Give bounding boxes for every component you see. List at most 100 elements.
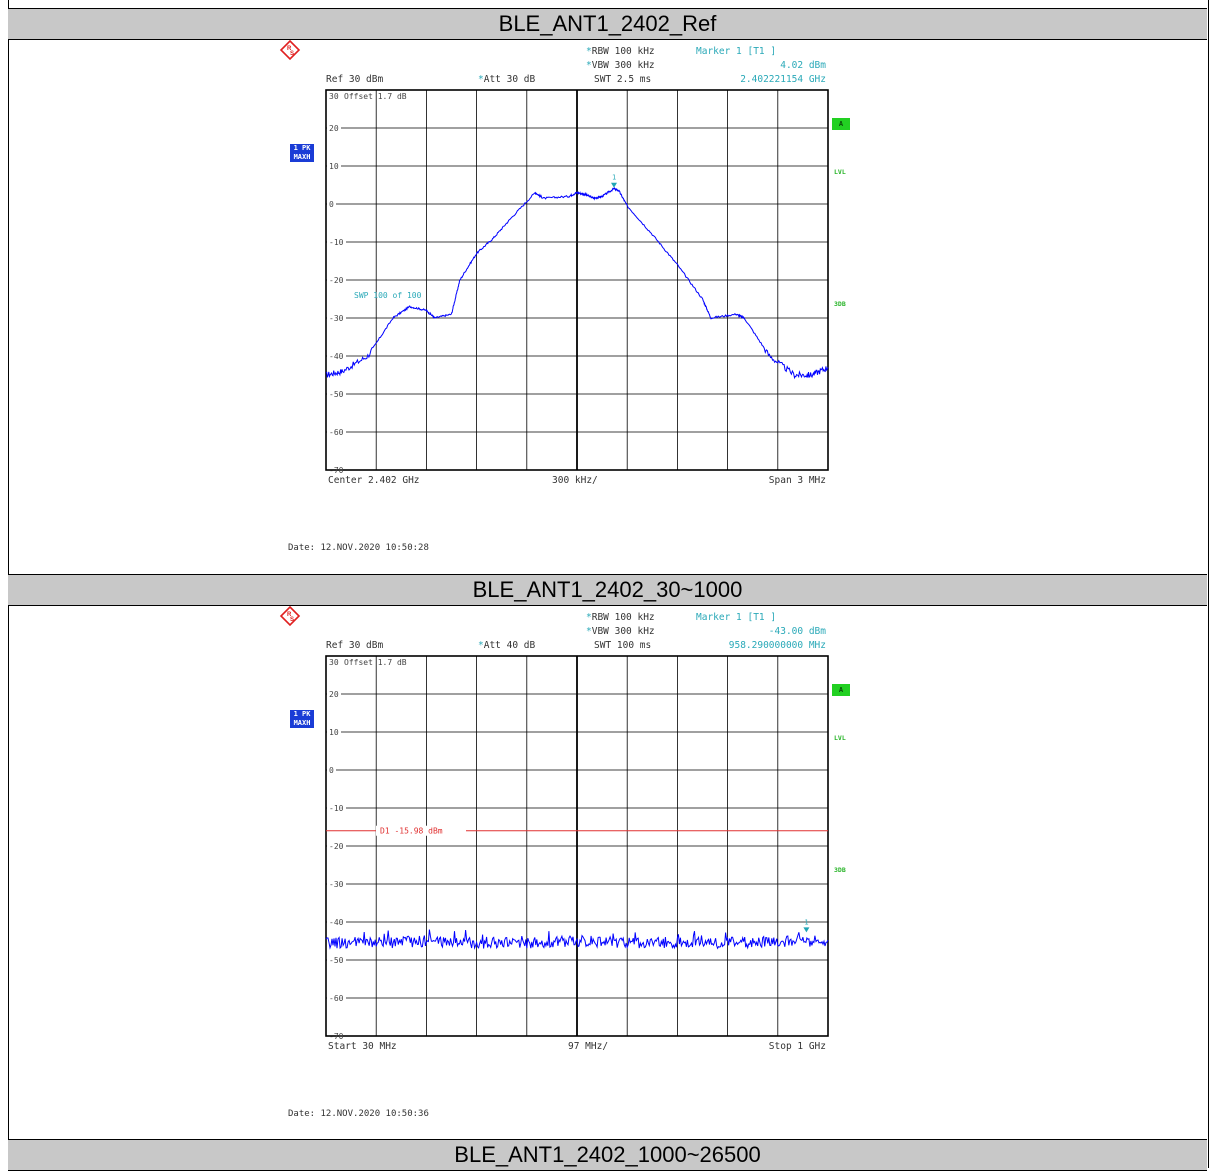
y-tick-label: -20 xyxy=(329,276,344,285)
vbw-text: VBW 300 kHz xyxy=(591,626,655,637)
trace-badge: 1 PK MAXH xyxy=(290,710,314,728)
rs-logo-icon: R S xyxy=(279,39,301,61)
y-tick-label: -10 xyxy=(329,804,344,813)
y-tick-label: -20 xyxy=(329,842,344,851)
attenuation: *Att 40 dB xyxy=(478,640,536,651)
rbw: *RBW 100 kHz xyxy=(586,46,655,57)
side-lvl-indicator: LVL xyxy=(834,734,846,742)
limit-label: D1 -15.98 dBm xyxy=(380,827,443,836)
rs-logo-icon: R S xyxy=(279,605,301,627)
marker-frequency: 2.402221154 GHz xyxy=(740,74,826,85)
y-tick-bg xyxy=(327,390,346,398)
side-a-indicator: A xyxy=(832,118,850,130)
rbw-text: RBW 100 kHz xyxy=(591,46,655,57)
trace-line xyxy=(325,186,829,380)
footer-left: Start 30 MHz xyxy=(328,1041,397,1052)
y-tick-label: -30 xyxy=(329,880,344,889)
y-tick-bg xyxy=(327,956,346,964)
spectrum-panel-1: R S Ref 30 dBm *Att 30 dB *RBW 100 kHz *… xyxy=(279,39,860,560)
y-tick-label: -10 xyxy=(329,238,344,247)
y-tick-bg xyxy=(327,162,341,170)
trace-badge: 1 PK MAXH xyxy=(290,144,314,162)
marker-triangle xyxy=(803,927,810,933)
footer-left: Center 2.402 GHz xyxy=(328,475,420,486)
svg-text:R: R xyxy=(287,612,292,618)
svg-text:S: S xyxy=(290,617,294,623)
marker-level: 4.02 dBm xyxy=(780,60,826,71)
y-tick-bg xyxy=(327,728,341,736)
svg-text:S: S xyxy=(290,51,294,57)
y-tick-bg xyxy=(327,124,341,132)
footer-mid: 97 MHz/ xyxy=(568,1041,609,1052)
y-tick-bg xyxy=(327,880,346,888)
y-tick-bg xyxy=(327,766,336,774)
svg-text:R: R xyxy=(287,46,292,52)
y-tick-label: -30 xyxy=(329,314,344,323)
y-tick-bg xyxy=(327,842,346,850)
y-tick-bg xyxy=(327,352,346,360)
vbw: *VBW 300 kHz xyxy=(586,60,655,71)
marker-level: -43.00 dBm xyxy=(768,626,826,637)
marker-label: Marker 1 [T1 ] xyxy=(696,46,777,57)
y-tick-label: -50 xyxy=(329,956,344,965)
y-tick-label: -70 xyxy=(329,1032,344,1041)
y-tick-label: 20 xyxy=(329,124,339,133)
marker-triangle xyxy=(611,182,618,188)
y-tick-label: 0 xyxy=(329,766,334,775)
section-title-1: BLE_ANT1_2402_Ref xyxy=(8,8,1207,40)
ref-level: Ref 30 dBm xyxy=(326,640,384,651)
marker-number: 1 xyxy=(612,174,616,182)
spectrum-plot-1: 30 20 10 0 -10 -20 -30 -40 -50 -60 -70 Offset 1.7 d… xyxy=(325,89,829,475)
ref-level: Ref 30 dBm xyxy=(326,74,384,85)
side-3db-indicator: 3DB xyxy=(834,866,846,874)
vbw: *VBW 300 kHz xyxy=(586,626,655,637)
y-tick-bg xyxy=(327,428,346,436)
y-tick-bg xyxy=(327,804,346,812)
footer-mid: 300 kHz/ xyxy=(552,475,598,486)
y-tick-label: 0 xyxy=(329,200,334,209)
y-tick-label: -60 xyxy=(329,994,344,1003)
footer-right: Span 3 MHz xyxy=(768,475,826,486)
y-tick-label: 30 xyxy=(329,658,339,667)
y-tick-bg xyxy=(327,200,336,208)
side-a-indicator: A xyxy=(832,684,850,696)
y-tick-bg xyxy=(327,314,346,322)
offset-label: Offset 1.7 dB xyxy=(344,92,407,101)
y-tick-label: 30 xyxy=(329,92,339,101)
attenuation: *Att 30 dB xyxy=(478,74,536,85)
capture-date: Date: 12.NOV.2020 10:50:36 xyxy=(288,1109,429,1119)
y-tick-bg xyxy=(327,690,341,698)
vbw-text: VBW 300 kHz xyxy=(591,60,655,71)
y-tick-label: -40 xyxy=(329,918,344,927)
y-tick-label: 10 xyxy=(329,162,339,171)
y-tick-bg xyxy=(327,994,346,1002)
marker-label: Marker 1 [T1 ] xyxy=(696,612,777,623)
spectrum-plot-2: 30 20 10 0 -10 -20 -30 -40 -50 -60 -70 Offset 1.7 d… xyxy=(325,655,829,1041)
attenuation-text: Att 40 dB xyxy=(483,640,536,651)
y-tick-label: -60 xyxy=(329,428,344,437)
section-title-2: BLE_ANT1_2402_30~1000 xyxy=(8,574,1207,606)
limit-label-bg xyxy=(376,825,466,836)
y-tick-bg xyxy=(327,276,346,284)
attenuation-text: Att 30 dB xyxy=(483,74,536,85)
spectrum-panel-2: R S Ref 30 dBm *Att 40 dB *RBW 100 kHz *… xyxy=(279,605,860,1126)
swp-label: SWP 100 of 100 xyxy=(354,291,422,300)
section-title-3: BLE_ANT1_2402_1000~26500 xyxy=(8,1139,1207,1171)
sweep-time: SWT 2.5 ms xyxy=(594,74,652,85)
y-tick-bg xyxy=(327,238,346,246)
y-tick-label: 10 xyxy=(329,728,339,737)
side-lvl-indicator: LVL xyxy=(834,168,846,176)
marker-number: 1 xyxy=(804,918,808,926)
y-tick-label: -50 xyxy=(329,390,344,399)
y-tick-label: 20 xyxy=(329,690,339,699)
y-tick-label: -70 xyxy=(329,466,344,475)
y-tick-bg xyxy=(327,918,346,926)
marker-frequency: 958.290000000 MHz xyxy=(728,640,826,651)
sweep-time: SWT 100 ms xyxy=(594,640,652,651)
offset-label: Offset 1.7 dB xyxy=(344,658,407,667)
rbw-text: RBW 100 kHz xyxy=(591,612,655,623)
side-3db-indicator: 3DB xyxy=(834,300,846,308)
rbw: *RBW 100 kHz xyxy=(586,612,655,623)
footer-right: Stop 1 GHz xyxy=(768,1041,826,1052)
capture-date: Date: 12.NOV.2020 10:50:28 xyxy=(288,543,429,553)
